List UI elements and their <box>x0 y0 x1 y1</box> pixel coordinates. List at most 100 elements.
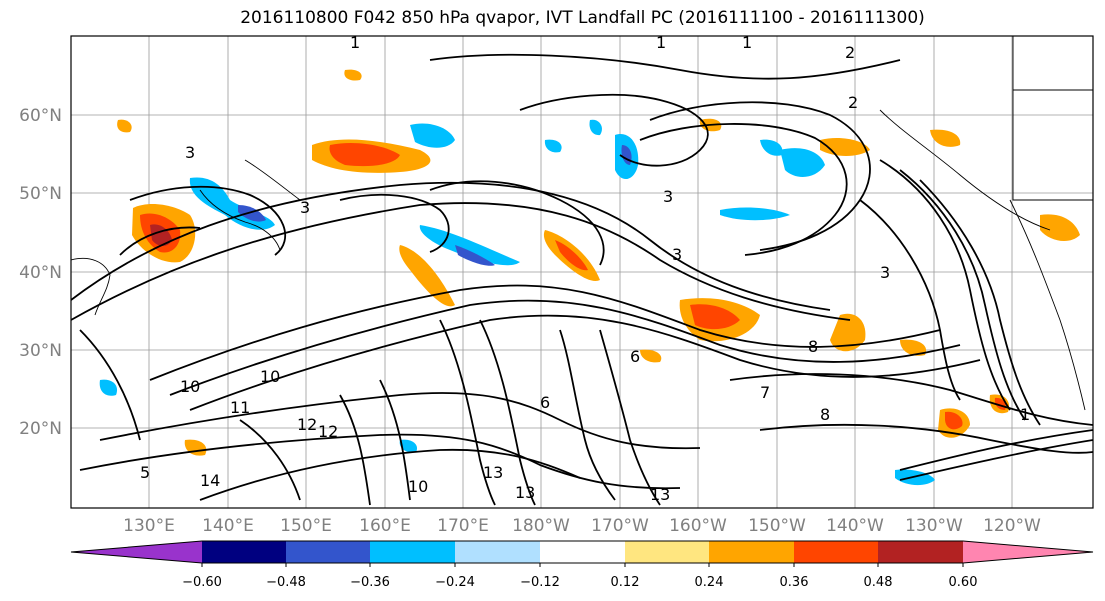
patch-hot <box>945 411 963 430</box>
contour-label: 10 <box>180 377 200 396</box>
colorbar-tick-label: −0.24 <box>435 575 475 590</box>
contour-label: 8 <box>820 405 830 424</box>
patch-cool <box>419 225 520 266</box>
patch-warm <box>900 339 927 356</box>
colorbar-segment <box>878 541 963 563</box>
patch-cool <box>99 379 118 396</box>
patch-cool <box>780 148 825 177</box>
colorbar-tick-label: 0.48 <box>864 575 893 590</box>
contour-label: 6 <box>540 393 550 412</box>
colorbar-tick-labels: −0.60 −0.48 −0.36 −0.24 −0.12 0.12 0.24 0.36 0.4… <box>182 575 977 590</box>
latitude-labels: 60°N 50°N 40°N 30°N 20°N <box>19 106 62 439</box>
contour-label: 2 <box>848 93 858 112</box>
longitude-label: 120°W <box>983 516 1041 536</box>
patch-warm <box>399 245 455 307</box>
colorbar-segment <box>202 541 286 563</box>
colorbar-tick-label: 0.60 <box>949 575 978 590</box>
colorbar-segment <box>709 541 794 563</box>
latitude-label: 60°N <box>19 106 62 126</box>
patch-cool <box>399 439 418 453</box>
colorbar-segment <box>286 541 370 563</box>
patch-cool <box>760 139 783 156</box>
longitude-label: 180°W <box>512 516 570 536</box>
contour-label: 14 <box>200 471 220 490</box>
colorbar-tick-label: −0.48 <box>266 575 306 590</box>
graticule <box>71 36 1093 508</box>
contour-label: 12 <box>318 422 338 441</box>
contour-label: 13 <box>515 483 535 502</box>
longitude-label: 140°W <box>826 516 884 536</box>
contour-label: 13 <box>650 485 670 504</box>
longitude-label: 160°E <box>359 516 411 536</box>
longitude-label: 170°E <box>437 516 489 536</box>
plot-frame <box>70 35 1094 509</box>
contour-label: 6 <box>630 347 640 366</box>
patch-warm <box>930 129 961 147</box>
contour-label: 13 <box>483 463 503 482</box>
contour-label: 3 <box>300 198 310 217</box>
colorbar-segment <box>794 541 878 563</box>
patch-cool <box>589 119 602 136</box>
contour-label: 1 <box>350 33 360 52</box>
coastlines <box>71 36 1093 411</box>
longitude-labels: 130°E 140°E 150°E 160°E 170°E 180°W 170°W 160°W… <box>123 516 1041 536</box>
longitude-label: 150°W <box>748 516 806 536</box>
longitude-label: 130°W <box>905 516 963 536</box>
latitude-label: 40°N <box>19 263 62 283</box>
colorbar <box>70 540 1094 567</box>
longitude-label: 170°W <box>591 516 649 536</box>
latitude-label: 20°N <box>19 419 62 439</box>
map-title: 2016110800 F042 850 hPa qvapor, IVT Land… <box>240 8 925 28</box>
patch-warm <box>1040 214 1080 242</box>
ivt-contours <box>71 53 1093 506</box>
patch-warm <box>640 349 662 363</box>
contour-label: 1 <box>656 33 666 52</box>
contour-label: 7 <box>760 383 770 402</box>
colorbar-tick-label: 0.24 <box>695 575 724 590</box>
colorbar-tick-label: 0.36 <box>780 575 809 590</box>
patch-cool <box>544 139 562 153</box>
contour-label: 3 <box>185 143 195 162</box>
contour-label: 3 <box>880 263 890 282</box>
colorbar-segment <box>455 541 540 563</box>
patch-hot <box>329 143 400 167</box>
contour-label: 10 <box>260 367 280 386</box>
colorbar-tick-label: 0.12 <box>611 575 640 590</box>
anomaly-patches <box>99 69 1080 486</box>
contour-label: 12 <box>297 415 317 434</box>
contour-label: 11 <box>230 398 250 417</box>
patch-cool <box>410 123 455 148</box>
patch-warm <box>344 69 362 81</box>
latitude-label: 50°N <box>19 184 62 204</box>
patch-cold <box>455 245 495 266</box>
longitude-label: 140°E <box>202 516 254 536</box>
patch-hot <box>690 304 740 330</box>
contour-label: 10 <box>408 477 428 496</box>
patch-hot <box>555 240 588 271</box>
colorbar-tick-label: −0.12 <box>520 575 560 590</box>
contour-label: 2 <box>845 43 855 62</box>
colorbar-segment <box>71 541 202 563</box>
contour-label: 3 <box>663 187 673 206</box>
contour-label: 3 <box>672 245 682 264</box>
colorbar-segment <box>963 541 1093 563</box>
contour-label: 1 <box>1020 405 1030 424</box>
colorbar-segment <box>370 541 455 563</box>
contour-label: 1 <box>742 33 752 52</box>
colorbar-tick-label: −0.60 <box>182 575 222 590</box>
colorbar-tick-label: −0.36 <box>350 575 390 590</box>
contour-label: 5 <box>140 463 150 482</box>
patch-warm <box>830 313 866 352</box>
colorbar-segment <box>540 541 625 563</box>
patch-warm <box>117 119 132 133</box>
colorbar-segment <box>625 541 709 563</box>
latitude-label: 30°N <box>19 341 62 361</box>
patch-cool <box>720 207 790 221</box>
contour-label: 8 <box>808 337 818 356</box>
longitude-label: 150°E <box>280 516 332 536</box>
longitude-label: 160°W <box>669 516 727 536</box>
patch-cold <box>238 205 266 222</box>
longitude-label: 130°E <box>123 516 175 536</box>
